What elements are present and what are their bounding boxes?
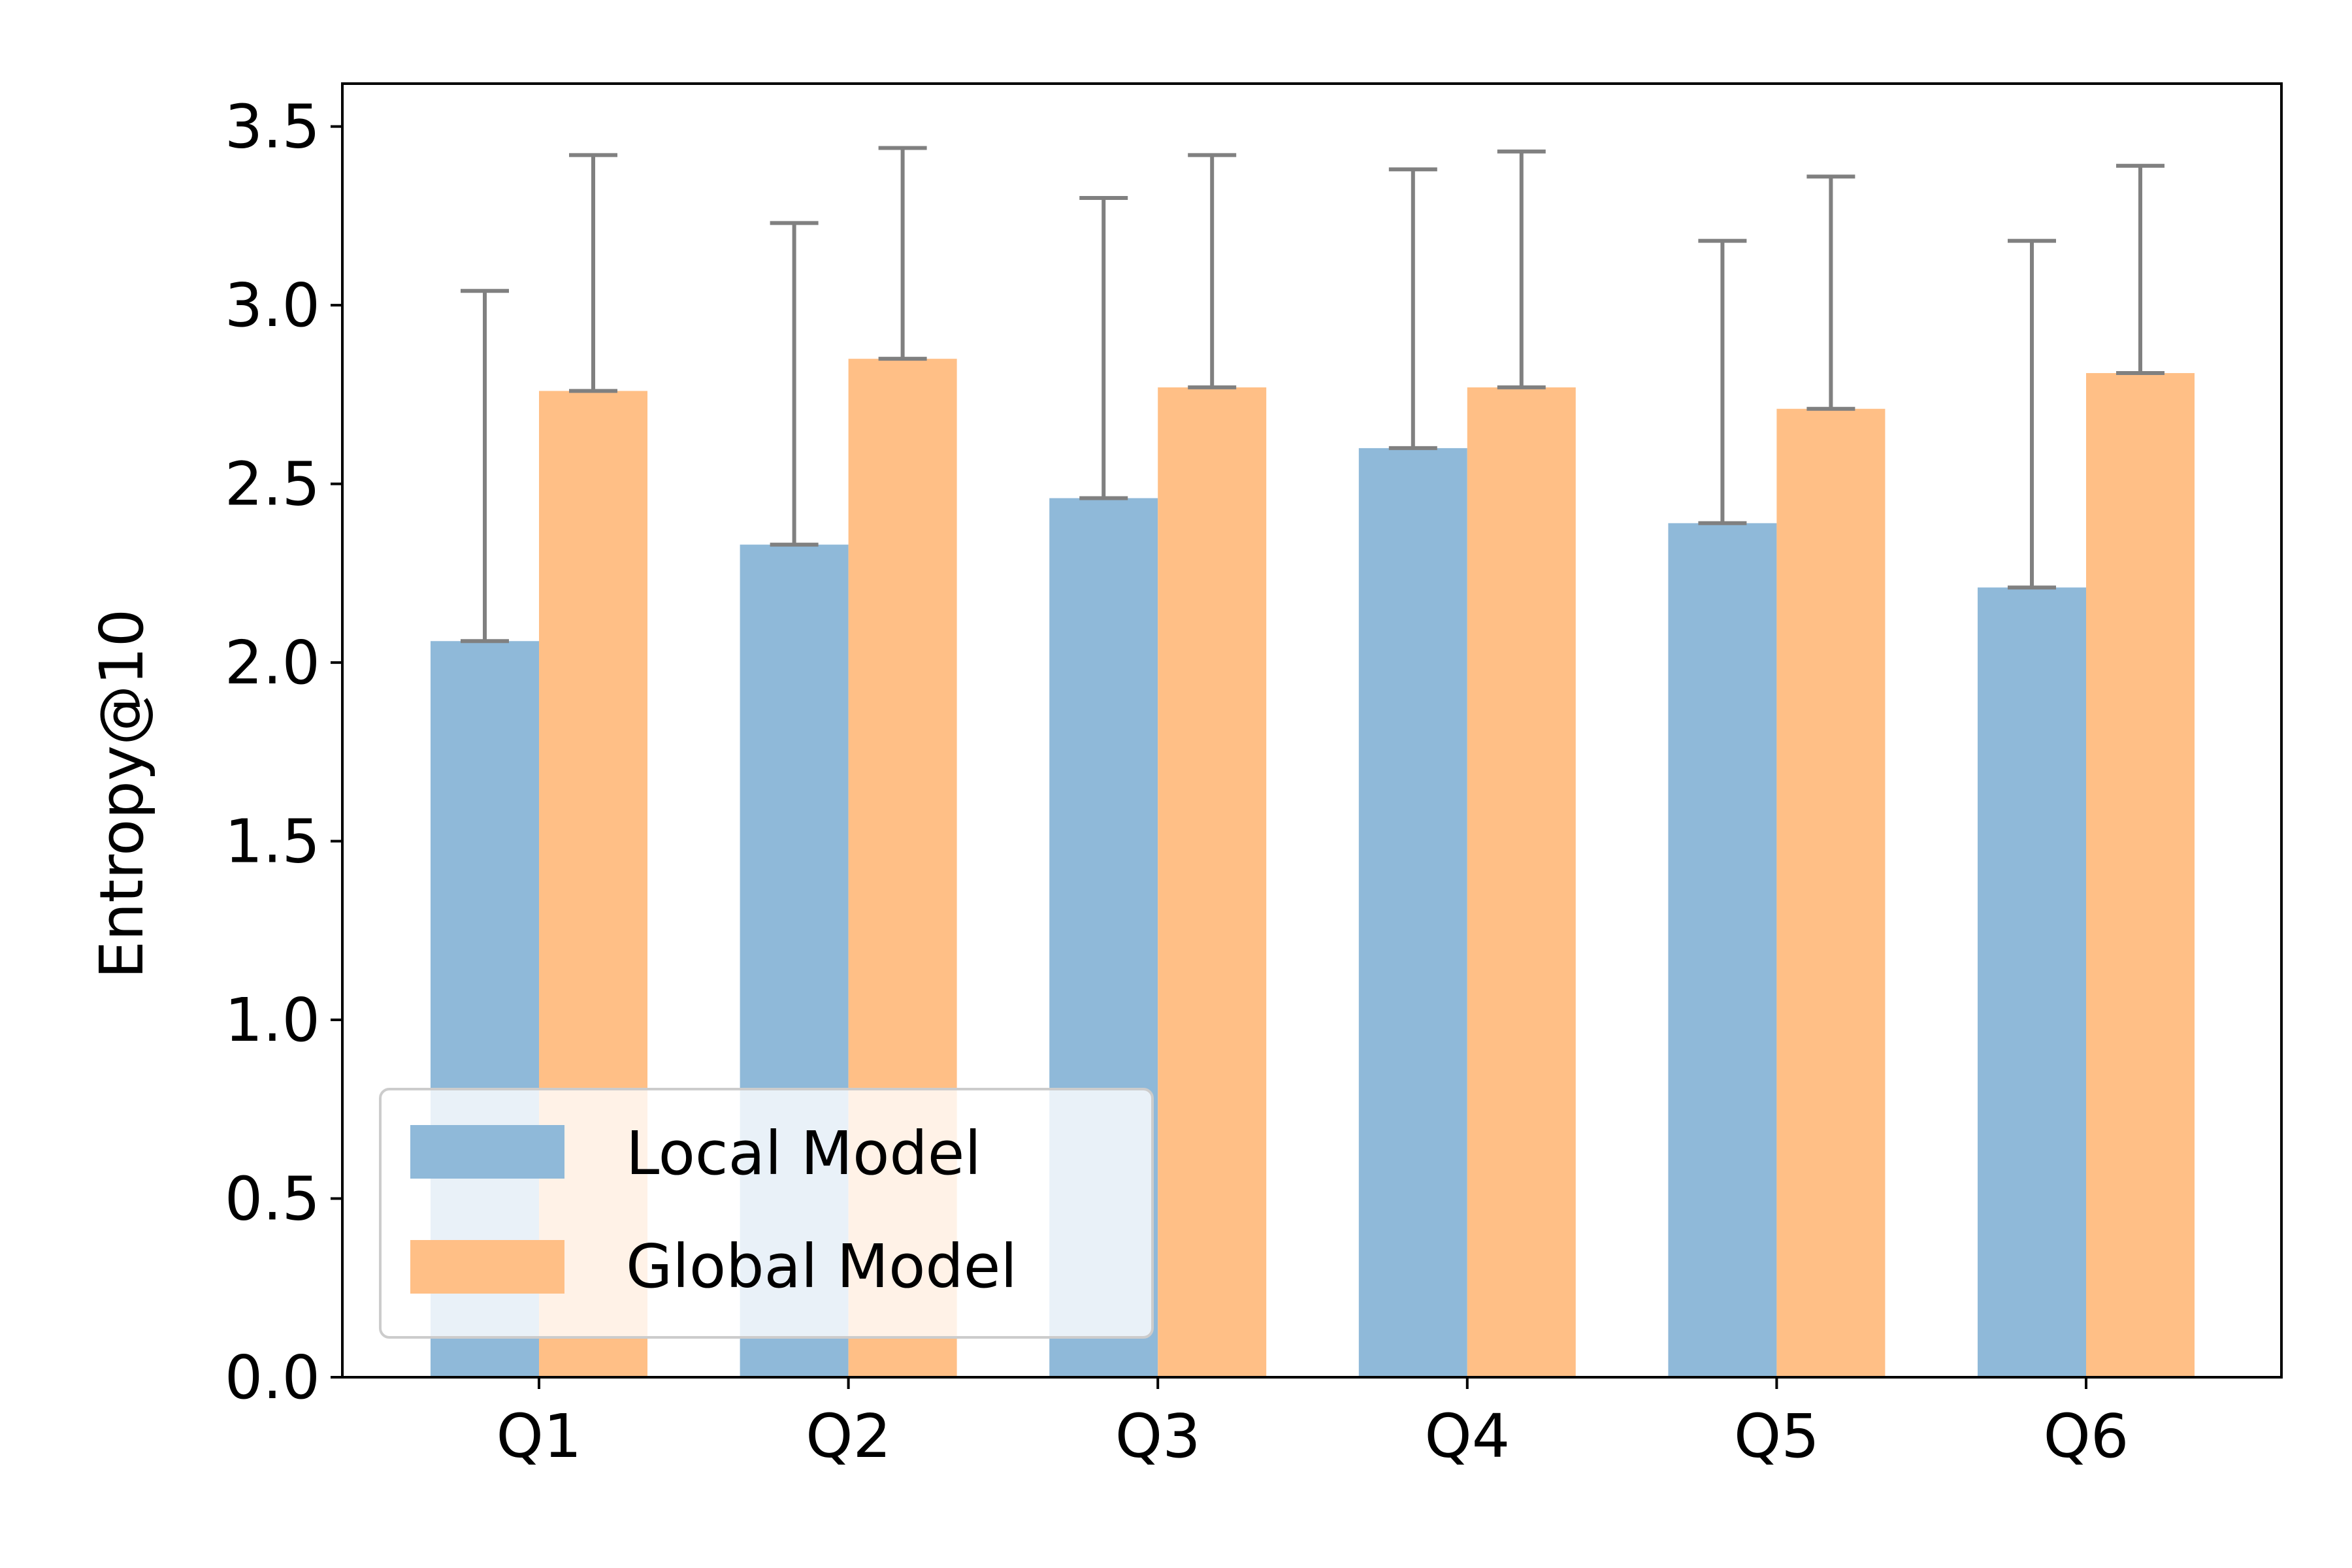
error-bar-global-model-q2: [878, 146, 927, 361]
legend: Local Model Global Model: [379, 1088, 1154, 1339]
bar-global-model-q4: [1467, 387, 1576, 1377]
error-bar-local-model-q4: [1388, 167, 1437, 450]
error-bars-layer: [461, 146, 2164, 644]
error-bar-global-model-q4: [1497, 149, 1546, 389]
bar-global-model-q5: [1776, 408, 1886, 1377]
legend-label-global-model: Global Model: [626, 1232, 1017, 1301]
x-tick-label-q5: Q5: [1734, 1401, 1820, 1471]
legend-swatch-global-model: [410, 1240, 564, 1294]
x-tick-label-q6: Q6: [2044, 1401, 2129, 1471]
bar-local-model-q5: [1668, 523, 1777, 1377]
plot-area-frame: [341, 82, 2283, 1379]
error-bar-global-model-q3: [1188, 153, 1237, 389]
x-tick-label-q3: Q3: [1115, 1401, 1201, 1471]
error-bar-local-model-q3: [1079, 196, 1128, 500]
y-tick-label: 3.5: [225, 92, 320, 162]
x-axis: Q1 Q2 Q3 Q4 Q5 Q6: [497, 1377, 2129, 1471]
legend-box: [379, 1088, 1154, 1339]
y-tick-label: 0.5: [225, 1164, 320, 1234]
error-bar-local-model-q5: [1698, 238, 1747, 525]
bar-global-model-q3: [1158, 387, 1267, 1377]
y-tick-label: 2.5: [225, 449, 320, 519]
bar-local-model-q6: [1978, 587, 2086, 1377]
legend-swatch-local-model: [410, 1125, 564, 1179]
error-bar-local-model-q1: [461, 289, 509, 644]
y-tick-label: 3.0: [225, 270, 320, 340]
y-tick-label: 1.0: [225, 985, 320, 1055]
error-bar-local-model-q6: [2008, 238, 2056, 590]
y-axis-label: Entropy@10: [87, 609, 157, 979]
y-tick-label: 0.0: [225, 1343, 320, 1413]
error-bar-global-model-q1: [569, 153, 617, 393]
x-tick-label-q2: Q2: [806, 1401, 891, 1471]
y-axis: 0.0 0.5 1.0 1.5 2.0 2.5 3.0 3.5: [225, 92, 342, 1413]
y-tick-label: 1.5: [225, 807, 320, 877]
legend-label-local-model: Local Model: [626, 1119, 981, 1188]
error-bar-global-model-q5: [1806, 174, 1855, 411]
x-tick-label-q4: Q4: [1424, 1401, 1510, 1471]
error-bar-local-model-q2: [770, 221, 819, 547]
x-tick-label-q1: Q1: [497, 1401, 582, 1471]
bar-global-model-q6: [2086, 373, 2195, 1377]
error-bar-global-model-q6: [2116, 163, 2164, 376]
y-tick-label: 2.0: [225, 628, 320, 698]
bar-local-model-q4: [1358, 448, 1467, 1377]
